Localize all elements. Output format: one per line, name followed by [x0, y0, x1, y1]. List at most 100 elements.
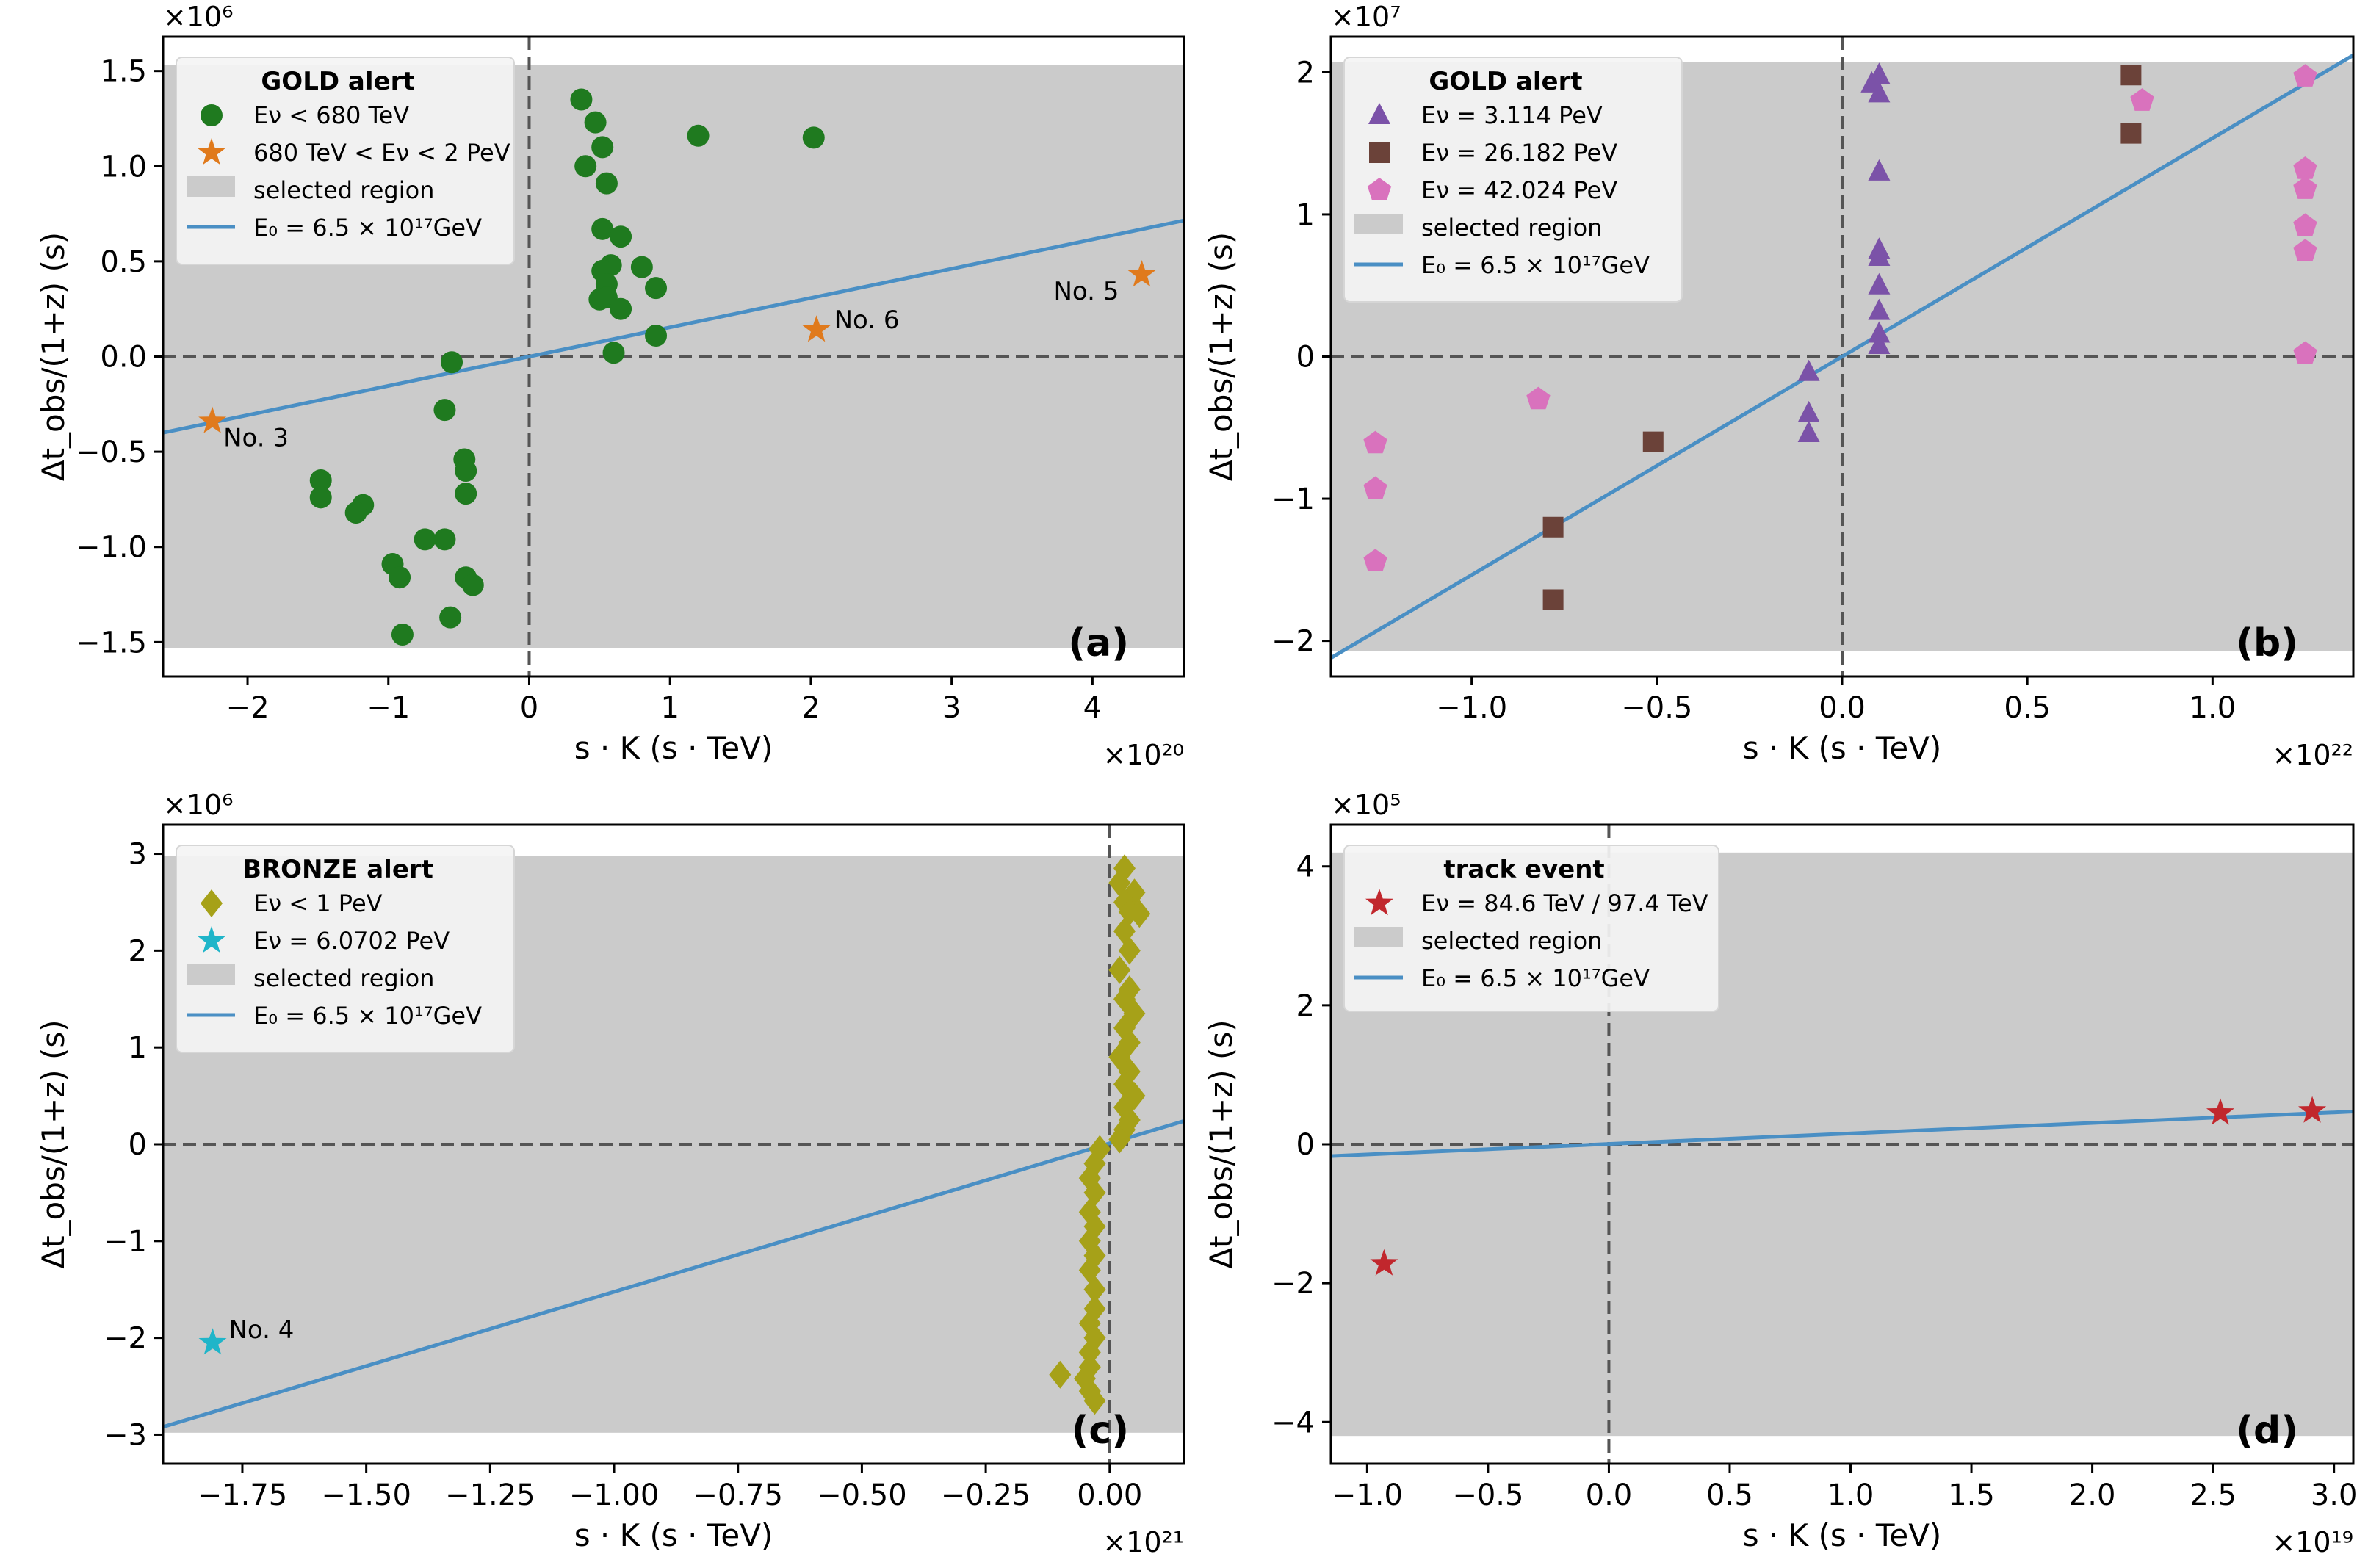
fit-line: [163, 1119, 1184, 1429]
data-point: [1049, 1360, 1072, 1389]
y-multiplier: ×10⁵: [1331, 789, 1401, 821]
legend-entry: Eν < 680 TeV: [253, 101, 409, 129]
y-tick-label: −1: [104, 1225, 147, 1259]
y-multiplier: ×10⁶: [163, 1, 233, 33]
data-point: [1642, 431, 1664, 452]
data-point: [455, 460, 477, 483]
legend-entry: Eν < 1 PeV: [253, 889, 383, 917]
x-tick-label: −1.0: [1332, 1478, 1403, 1512]
panel-a: No. 3 No. 6 No. 5 −2 −1 0 1 2 3 4 −1.5 −1.0 −0.5 0.0 0…: [35, 1, 1185, 771]
x-tick-label: 1: [660, 691, 679, 725]
legend-marker: [1368, 103, 1390, 124]
series-1: [198, 1328, 227, 1355]
data-point: [389, 566, 411, 589]
y-tick-label: 2: [129, 934, 147, 968]
y-tick-label: −2: [104, 1322, 147, 1356]
data-point: [2120, 123, 2142, 144]
data-point: [591, 136, 614, 159]
data-point: [1078, 1338, 1101, 1367]
x-tick-label: −0.25: [941, 1478, 1031, 1512]
data-point: [2293, 176, 2317, 199]
legend-marker: [201, 104, 223, 126]
data-point: [1127, 260, 1156, 287]
data-point: [1868, 298, 1891, 320]
data-point: [414, 528, 436, 551]
data-point: [1083, 1275, 1106, 1304]
legend-title: GOLD alert: [261, 67, 414, 96]
data-point: [2206, 1098, 2234, 1125]
legend-marker: [1369, 142, 1390, 163]
data-point: [1868, 321, 1891, 343]
series-2: [1363, 64, 2317, 571]
x-tick-label: −1.00: [569, 1478, 660, 1512]
point-annotation: No. 4: [228, 1315, 294, 1345]
data-point: [1797, 400, 1820, 422]
data-point: [441, 351, 463, 374]
data-point: [1128, 900, 1151, 928]
y-multiplier: ×10⁷: [1331, 1, 1401, 33]
legend-entry: selected region: [253, 176, 434, 204]
legend-box: [176, 57, 515, 265]
data-point: [2293, 64, 2317, 87]
data-point: [1363, 430, 1387, 454]
point-annotation: No. 3: [223, 424, 289, 453]
legend-entry: selected region: [1421, 214, 1602, 242]
data-point: [1868, 272, 1891, 295]
x-tick-label: 1.5: [1948, 1478, 1995, 1512]
legend-box: [1343, 845, 1719, 1012]
data-point: [455, 483, 477, 505]
data-point: [1083, 1387, 1106, 1415]
data-point: [198, 406, 227, 433]
legend-entry: E₀ = 6.5 × 10¹⁷GeV: [253, 1002, 482, 1030]
series-1: [198, 260, 1156, 433]
y-axis-label: Δt_obs/(1+z) (s): [35, 1019, 71, 1268]
data-point: [2293, 341, 2317, 364]
x-tick-label: 4: [1083, 691, 1102, 725]
legend-entry: Eν = 42.024 PeV: [1421, 176, 1617, 204]
y-tick-label: 2: [1296, 56, 1315, 90]
y-multiplier: ×10⁶: [163, 789, 233, 821]
x-tick-label: 0.5: [2004, 691, 2051, 725]
x-tick-label: 0.5: [1706, 1478, 1753, 1512]
x-tick-label: 3: [942, 691, 961, 725]
data-point: [439, 606, 462, 629]
y-tick-label: 4: [1296, 850, 1315, 884]
panel-b: −1.0 −0.5 0.0 0.5 1.0 −2 −1 0 1 2 ×10⁷ ×10²² s · K (…: [1203, 1, 2355, 771]
data-point: [574, 155, 597, 178]
data-point: [391, 623, 414, 646]
y-tick-label: −4: [1271, 1406, 1315, 1439]
fit-line: [1331, 1110, 2353, 1158]
x-tick-label: −1.50: [321, 1478, 411, 1512]
x-multiplier: ×10¹⁹: [2272, 1526, 2353, 1558]
legend-marker: [1365, 889, 1393, 916]
legend: BRONZE alert Eν < 1 PeV Eν = 6.0702 PeV sel…: [176, 845, 515, 1053]
x-tick-label: −1.25: [445, 1478, 535, 1512]
legend-entry: E₀ = 6.5 × 10¹⁷GeV: [1421, 251, 1650, 279]
data-point: [570, 88, 593, 111]
data-point: [645, 324, 668, 347]
series-1: [1542, 65, 2142, 610]
y-tick-label: 3: [129, 838, 147, 872]
data-point: [433, 399, 456, 422]
y-tick-label: −2: [1271, 1267, 1315, 1301]
y-tick-label: −3: [104, 1418, 147, 1452]
data-point: [309, 486, 332, 509]
data-point: [1118, 936, 1141, 965]
x-tick-label: −2: [226, 691, 270, 725]
legend-entry: Eν = 26.182 PeV: [1421, 139, 1617, 167]
series-0: [309, 88, 825, 646]
data-point: [630, 256, 653, 278]
legend-title: GOLD alert: [1429, 67, 1582, 96]
data-point: [610, 225, 632, 248]
panel-label: (b): [2236, 621, 2298, 665]
fit-line: [163, 218, 1184, 435]
data-point: [802, 126, 825, 149]
panel-label: (d): [2236, 1409, 2298, 1453]
data-point: [591, 217, 614, 240]
panel-label: (c): [1072, 1409, 1129, 1453]
x-multiplier: ×10²²: [2272, 739, 2353, 771]
y-axis-label: Δt_obs/(1+z) (s): [1203, 1019, 1239, 1268]
point-annotation: No. 6: [834, 306, 900, 335]
y-tick-label: 2: [1296, 989, 1315, 1023]
x-tick-label: 0.00: [1077, 1478, 1142, 1512]
